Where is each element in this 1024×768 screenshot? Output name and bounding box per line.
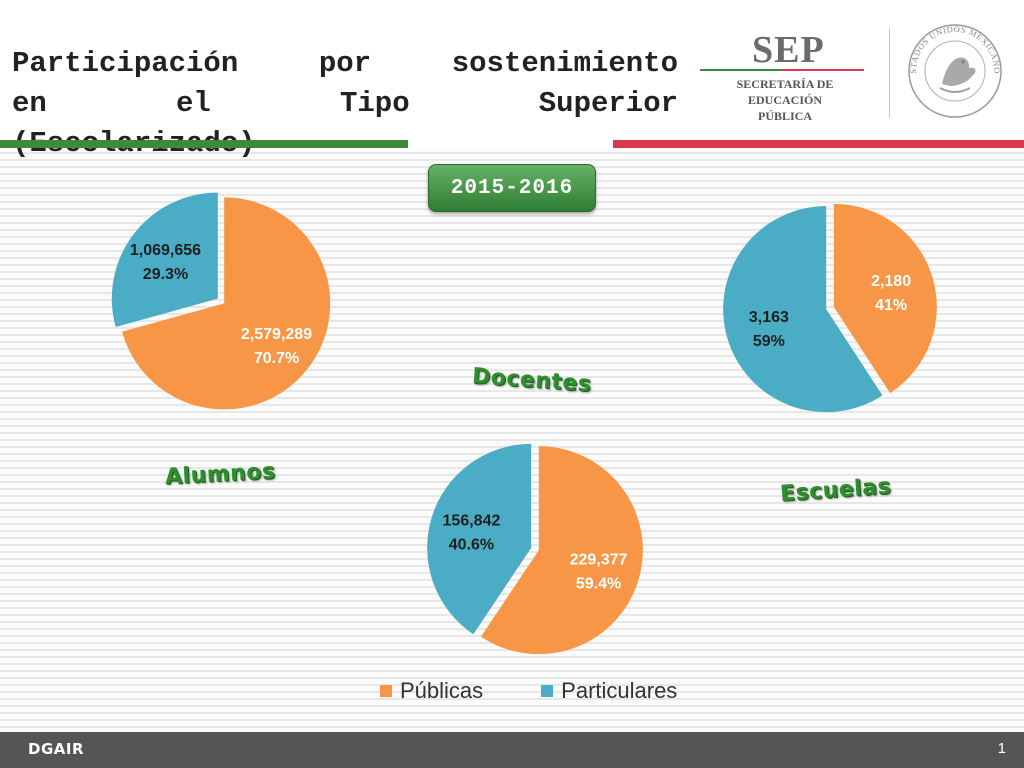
page-title: Participación por sostenimiento en el Ti… [12, 44, 678, 164]
chart-legend: Públicas Particulares [380, 676, 717, 706]
pie-value-label-alumnos-publicas: 2,579,289 [241, 326, 312, 343]
pie-value-label-alumnos-particulares: 1,069,656 [130, 242, 201, 259]
sep-logo-subtitle: SECRETARÍA DE EDUCACIÓN PÚBLICA [720, 76, 850, 124]
pie-value-label-escuelas-publicas: 2,180 [871, 273, 911, 290]
legend-swatch-particulares [541, 685, 554, 697]
pie-title-docentes: Docentes [471, 363, 593, 398]
pie-slice-alumnos-publicas [122, 197, 331, 410]
pie-percent-label-docentes-publicas: 59.4% [576, 575, 621, 592]
pie-title-alumnos: Alumnos [164, 459, 277, 490]
pie-slice-escuelas-publicas [833, 203, 937, 394]
legend-label-publicas: Públicas [400, 678, 484, 703]
pie-chart-docentes: 229,377 59.4% 156,842 40.6% [427, 443, 643, 655]
sep-logo-rule-green [700, 69, 782, 71]
pie-slice-docentes-publicas [480, 446, 643, 655]
sep-logo-name: SEP [752, 29, 825, 71]
pie-percent-label-alumnos-particulares: 29.3% [143, 266, 188, 283]
pie-slice-alumnos-particulares [111, 192, 218, 327]
legend-swatch-publicas [380, 685, 392, 697]
year-badge: 2015-2016 [428, 164, 596, 212]
page-number: 1 [997, 740, 1006, 757]
sep-logo-subtitle-line-2: EDUCACIÓN PÚBLICA [747, 93, 822, 123]
header-area [0, 0, 1024, 150]
pie-percent-label-escuelas-publicas: 41% [875, 297, 907, 314]
sep-logo-subtitle-line-1: SECRETARÍA DE [736, 77, 834, 91]
legend-item-publicas: Públicas [380, 678, 483, 704]
sep-logo-rule-red [782, 69, 864, 71]
pie-percent-label-escuelas-particulares: 59% [753, 333, 785, 350]
pie-chart-alumnos: 2,579,289 70.7% 1,069,656 29.3% [111, 192, 331, 410]
pie-slice-escuelas-particulares [723, 206, 883, 413]
title-underline-green [0, 140, 408, 148]
pie-value-label-docentes-particulares: 156,842 [443, 513, 501, 530]
title-line-2: en el Tipo Superior [12, 87, 678, 120]
legend-label-particulares: Particulares [561, 678, 678, 703]
title-line-1: Participación por sostenimiento [12, 47, 678, 80]
pie-percent-label-alumnos-publicas: 70.7% [254, 350, 299, 367]
pie-value-label-escuelas-particulares: 3,163 [749, 309, 789, 326]
pie-slice-docentes-particulares [427, 443, 532, 635]
pie-percent-label-docentes-particulares: 40.6% [449, 537, 494, 554]
logo-divider [889, 28, 890, 118]
title-underline-red [613, 140, 1024, 148]
pie-title-escuelas: Escuelas [779, 474, 892, 507]
legend-item-particulares: Particulares [541, 678, 677, 704]
national-seal-icon: ESTADOS UNIDOS MEXICANOS [906, 22, 1002, 118]
pie-value-label-docentes-publicas: 229,377 [570, 551, 628, 568]
footer-bar: DGAIR 1 [0, 732, 1024, 768]
footer-org: DGAIR [28, 740, 85, 758]
pie-chart-escuelas: 2,180 41% 3,163 59% [723, 203, 937, 413]
sep-logo: SEP SECRETARÍA DE EDUCACIÓN PÚBLICA [700, 28, 870, 123]
